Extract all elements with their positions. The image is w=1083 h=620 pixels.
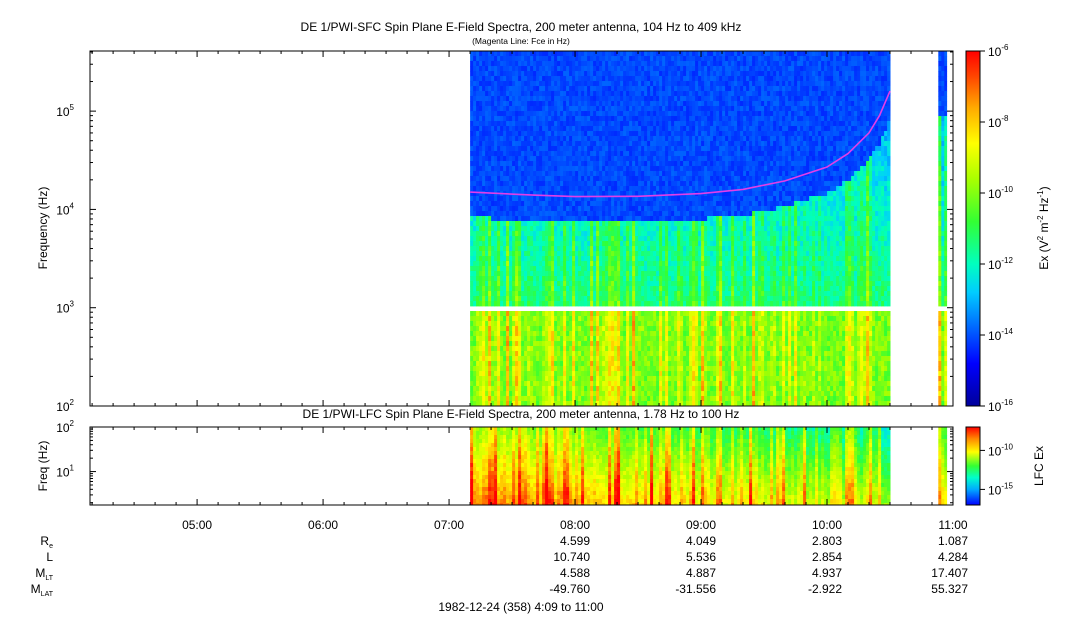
bottom-plot-frame (89, 426, 954, 506)
time-tick-label: 07:00 (434, 518, 464, 532)
top-y-tick-label: 105 (56, 103, 74, 119)
bottom-y-tick-label: 102 (56, 419, 74, 435)
bottom-colorbar-label: LFC Ex (1032, 446, 1046, 486)
top-colorbar-tick-label: 10-10 (988, 185, 1013, 201)
ephemeris-value: 55.327 (931, 582, 968, 596)
time-tick-label: 08:00 (560, 518, 590, 532)
ephemeris-value: 2.803 (812, 534, 842, 548)
ephemeris-value: 4.937 (812, 566, 842, 580)
bottom-y-axis: 101 102 (56, 419, 953, 504)
bottom-colorbar-scale (965, 426, 981, 506)
ephemeris-value: 4.599 (560, 534, 590, 548)
top-chart-subtitle: (Magenta Line: Fce in Hz) (472, 36, 570, 46)
ephemeris-value: 2.854 (812, 550, 842, 564)
time-axis: 05:00 06:00 07:00 08:00 09:00 10:00 11:00 (91, 51, 968, 532)
bottom-y-tick-label: 101 (56, 464, 74, 480)
top-colorbar-label: Ex (V2 m-2 Hz-1) (1036, 186, 1051, 269)
top-spectrogram-image (470, 51, 948, 407)
bottom-colorbar-ticks: 10-10 10-15 (980, 442, 1013, 497)
bottom-spectrogram-image (470, 427, 948, 506)
top-plot-frame (89, 50, 954, 407)
ephemeris-row-label: Re (40, 534, 53, 550)
ephemeris-value: -31.556 (675, 582, 716, 596)
time-tick-label: 06:00 (308, 518, 338, 532)
ephemeris-value: 5.536 (686, 550, 716, 564)
top-y-tick-label: 103 (56, 300, 74, 316)
bottom-y-label: Freq (Hz) (36, 441, 50, 492)
ephemeris-value: 4.588 (560, 566, 590, 580)
ephemeris-value: -2.922 (808, 582, 842, 596)
top-y-axis: 102 103 104 105 (56, 51, 953, 414)
ephemeris-row-label: MLT (35, 566, 53, 582)
bottom-colorbar-tick-label: 10-15 (988, 481, 1013, 497)
bottom-chart-title: DE 1/PWI-LFC Spin Plane E-Field Spectra,… (303, 407, 740, 421)
ephemeris-row-label: MLAT (31, 582, 54, 598)
time-tick-label: 11:00 (938, 518, 967, 532)
ephemeris-value: 4.284 (938, 550, 968, 564)
time-tick-label: 10:00 (812, 518, 842, 532)
top-spectrogram-panel: 102 103 104 105 Frequency (Hz) (36, 50, 954, 414)
fce-line (470, 90, 891, 198)
ephemeris-value: 4.049 (686, 534, 716, 548)
top-colorbar-tick-label: 10-12 (988, 256, 1013, 272)
top-colorbar-tick-label: 10-14 (988, 327, 1013, 343)
ephemeris-value: 4.887 (686, 566, 716, 580)
time-tick-label: 09:00 (686, 518, 716, 532)
ephemeris-value: 1.087 (938, 534, 968, 548)
top-chart-title: DE 1/PWI-SFC Spin Plane E-Field Spectra,… (301, 20, 742, 34)
footer-time-range: 1982-12-24 (358) 4:09 to 11:00 (438, 600, 604, 614)
ephemeris-value: 10.740 (553, 550, 590, 564)
bottom-spectrogram-panel: 101 102 Freq (Hz) (36, 419, 954, 506)
top-y-label: Frequency (Hz) (36, 187, 50, 270)
top-colorbar-ticks: 10-6 10-8 10-10 10-12 10-14 10-16 (980, 43, 1013, 414)
ephemeris-row-label: L (46, 550, 53, 564)
bottom-colorbar: 10-10 10-15 LFC Ex (965, 426, 1046, 506)
top-y-tick-label: 104 (56, 201, 74, 217)
top-colorbar-tick-label: 10-8 (988, 114, 1009, 130)
time-tick-label: 05:00 (182, 518, 212, 532)
top-colorbar-tick-label: 10-16 (988, 398, 1013, 414)
top-y-tick-label: 102 (56, 398, 74, 414)
ephemeris-table: Re 4.599 4.049 2.803 1.087 L 10.740 5.536 2.854 4… (31, 534, 969, 598)
top-colorbar-tick-label: 10-6 (988, 43, 1009, 59)
ephemeris-value: -49.760 (549, 582, 590, 596)
top-colorbar-scale (965, 50, 981, 407)
top-colorbar: 10-6 10-8 10-10 10-12 10-14 10-16 Ex (V2 m-2 … (965, 43, 1051, 414)
bottom-colorbar-tick-label: 10-10 (988, 442, 1013, 458)
ephemeris-value: 17.407 (931, 566, 968, 580)
